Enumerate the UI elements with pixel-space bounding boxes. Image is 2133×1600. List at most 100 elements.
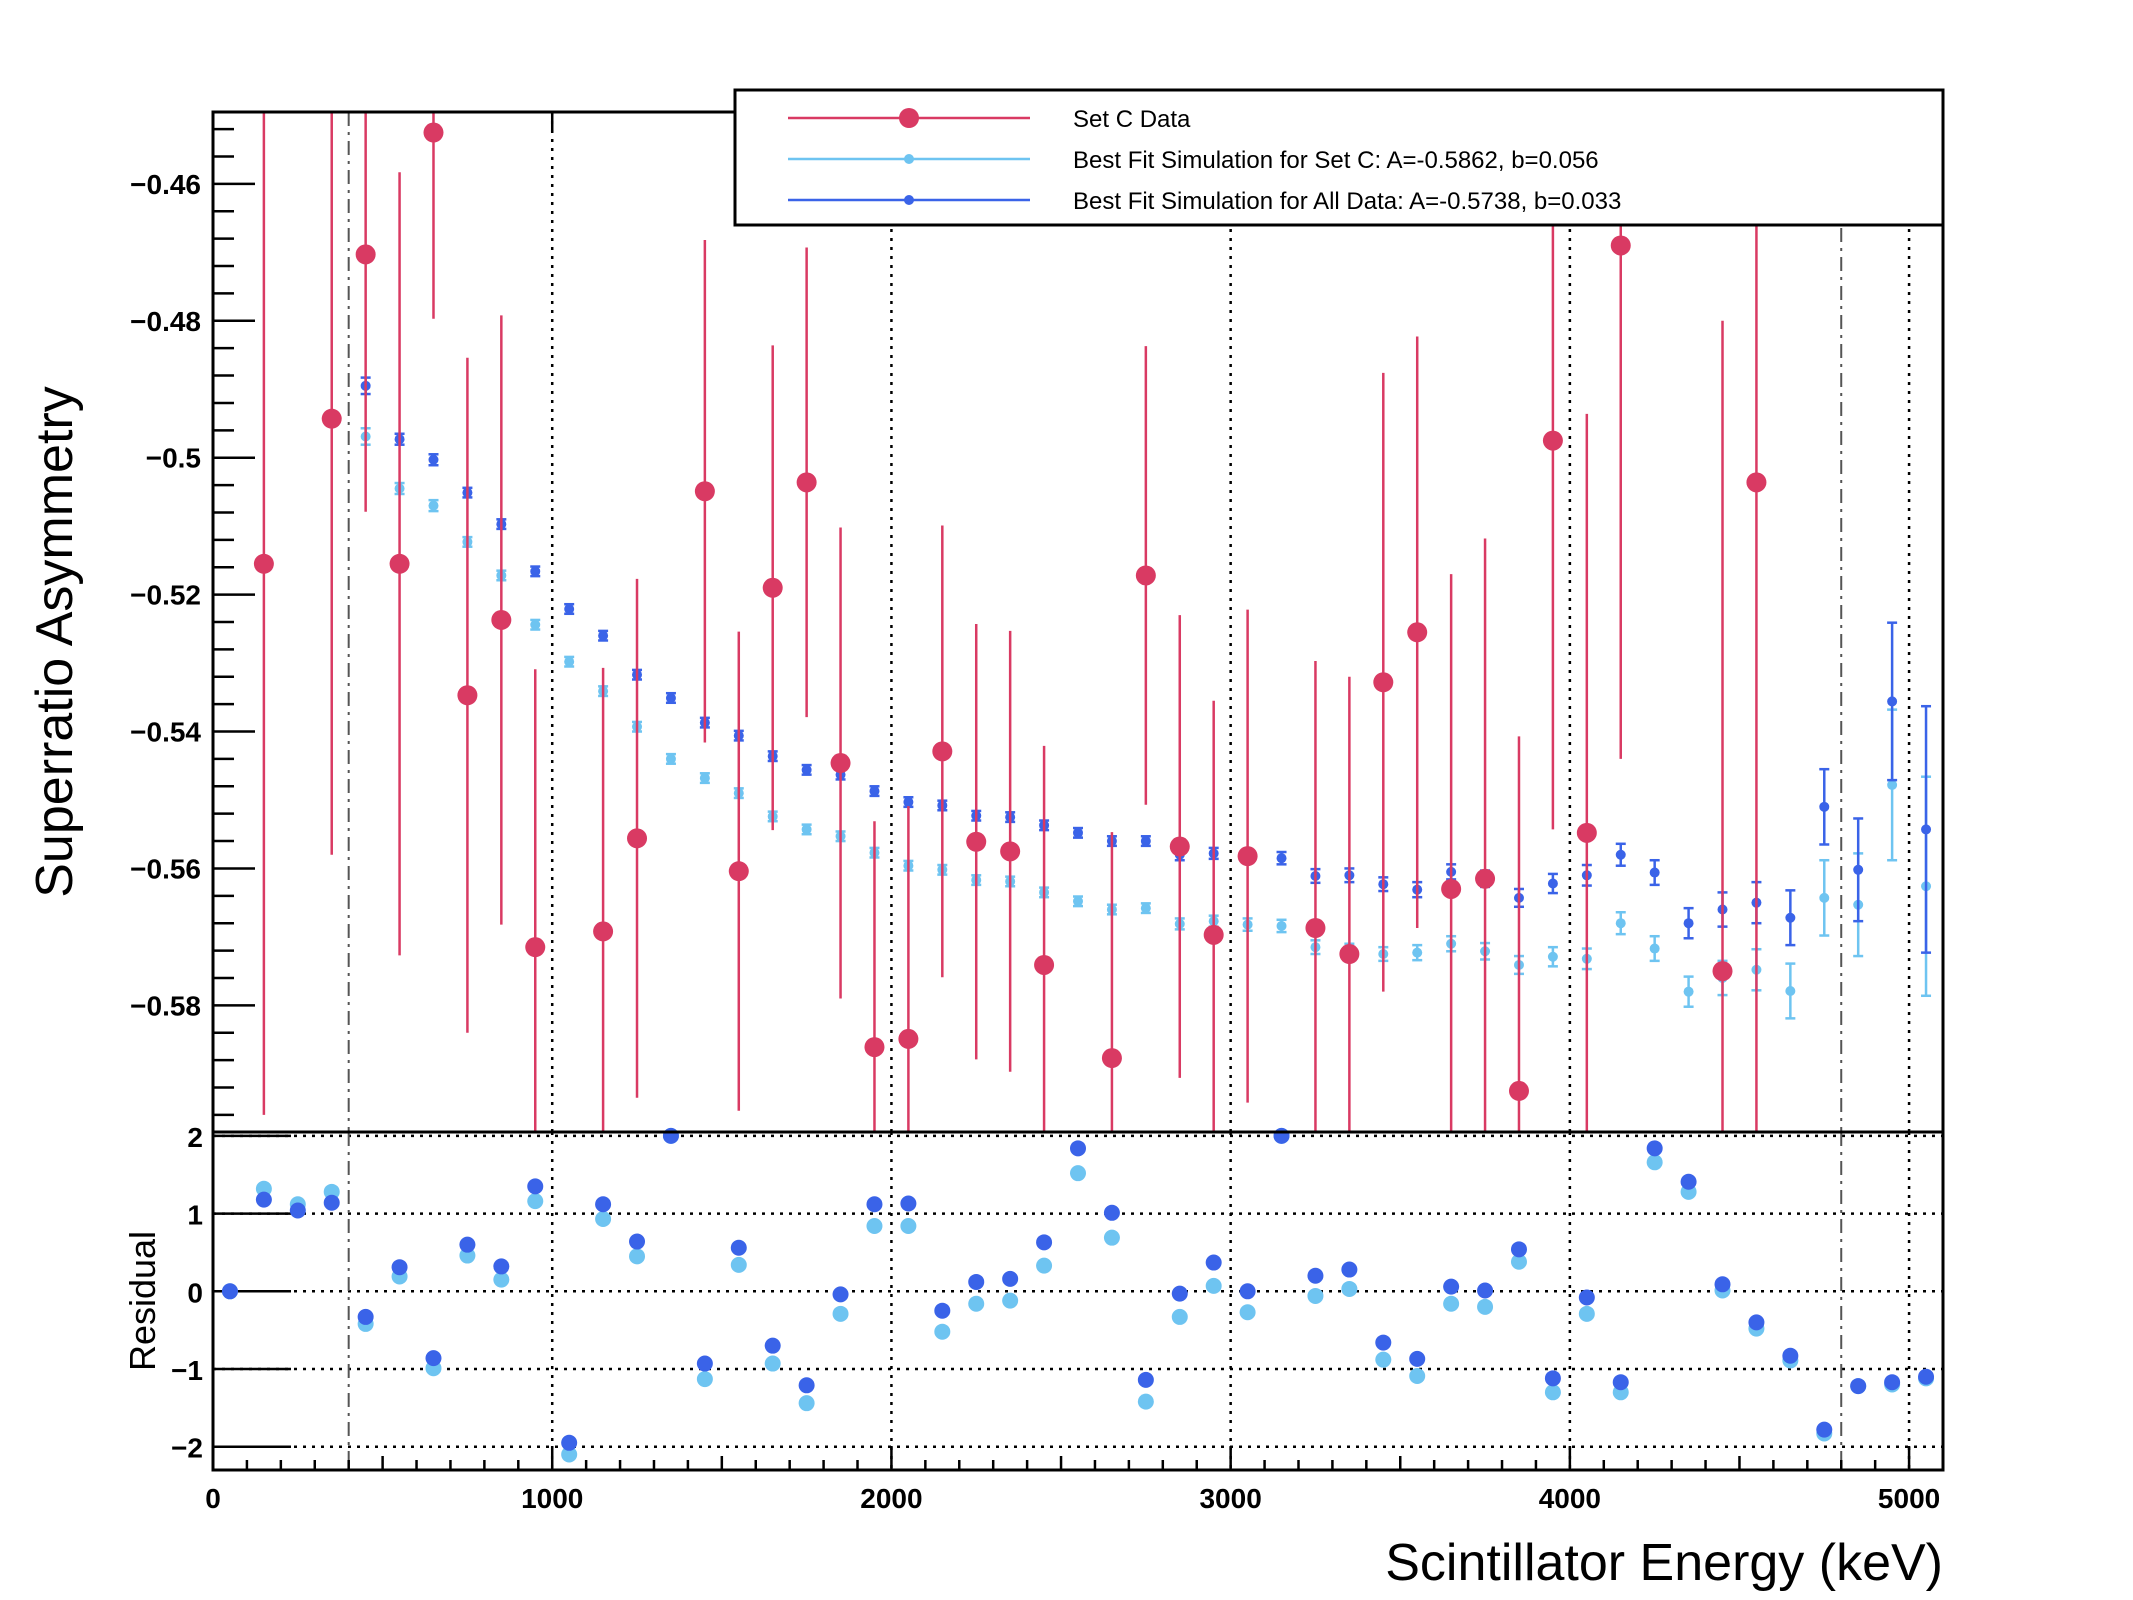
residual-point xyxy=(1409,1367,1426,1384)
legend-box xyxy=(733,88,1945,227)
residual-point xyxy=(900,1195,917,1212)
x-tick-label: 0 xyxy=(205,1483,221,1514)
data-point xyxy=(525,937,546,958)
x-tick-label: 4000 xyxy=(1539,1483,1601,1514)
residual-point xyxy=(764,1355,781,1372)
residual-point xyxy=(1477,1282,1494,1299)
data-point xyxy=(1339,944,1360,965)
data-point xyxy=(593,921,614,942)
lower-frame xyxy=(211,1130,1945,1472)
data-point xyxy=(1610,235,1631,256)
residual-point xyxy=(1137,1393,1154,1410)
lower-reference-lines xyxy=(213,1132,1943,1470)
data-point xyxy=(1101,1048,1122,1069)
residual-point xyxy=(968,1273,985,1290)
data-point xyxy=(1034,954,1055,975)
residual-point xyxy=(1036,1234,1053,1251)
data-point xyxy=(564,603,575,614)
residual-point xyxy=(798,1377,815,1394)
data-point xyxy=(1542,430,1563,451)
data-point xyxy=(694,481,715,502)
series-set-c-data xyxy=(253,112,1767,1132)
residual-y-tick-label: 2 xyxy=(187,1122,203,1153)
residual-point xyxy=(798,1395,815,1412)
data-point xyxy=(598,630,609,641)
residual-point xyxy=(1103,1204,1120,1221)
residual-point xyxy=(255,1191,272,1208)
residual-point xyxy=(866,1218,883,1235)
residual-point xyxy=(493,1258,510,1275)
data-point xyxy=(1407,622,1428,643)
data-point xyxy=(321,408,342,429)
legend-label: Set C Data xyxy=(1073,106,1191,133)
data-point xyxy=(1649,943,1660,954)
residual-point xyxy=(1171,1285,1188,1302)
x-tick-label: 1000 xyxy=(521,1483,583,1514)
residual-point xyxy=(1443,1295,1460,1312)
residual-point xyxy=(1375,1334,1392,1351)
data-point xyxy=(1683,986,1694,997)
data-point xyxy=(1615,918,1626,929)
data-point xyxy=(564,656,575,667)
residual-point xyxy=(629,1248,646,1265)
residual-point xyxy=(1680,1173,1697,1190)
residual-point xyxy=(289,1202,306,1219)
x-tick-label: 3000 xyxy=(1199,1483,1261,1514)
legend-entry: Set C Data xyxy=(788,106,1191,133)
residual-point xyxy=(730,1256,747,1273)
residual-point xyxy=(357,1308,374,1325)
data-point xyxy=(1373,672,1394,693)
legend-entry: Best Fit Simulation for Set C: A=-0.5862… xyxy=(788,147,1599,174)
residual-point xyxy=(1477,1298,1494,1315)
residual-point xyxy=(662,1127,679,1144)
residual-point xyxy=(1714,1276,1731,1293)
legend-marker xyxy=(904,195,914,205)
data-point xyxy=(1412,947,1423,958)
residual-point xyxy=(1341,1280,1358,1297)
residual-point xyxy=(1002,1292,1019,1309)
residual-point xyxy=(696,1371,713,1388)
x-tick-label: 5000 xyxy=(1878,1483,1940,1514)
residual-point xyxy=(595,1196,612,1213)
residual-point xyxy=(1816,1421,1833,1438)
residual-point xyxy=(1070,1165,1086,1182)
residual-point xyxy=(1002,1270,1019,1287)
residual-point xyxy=(1070,1140,1086,1157)
residual-point xyxy=(1510,1253,1527,1270)
data-point xyxy=(830,753,851,774)
legend-label: Best Fit Simulation for All Data: A=-0.5… xyxy=(1073,188,1621,215)
residual-series-set-c xyxy=(221,1127,1935,1463)
data-point xyxy=(1853,864,1864,875)
residual-point xyxy=(1646,1140,1663,1157)
upper-reference-lines xyxy=(347,112,1911,1132)
data-point xyxy=(1073,896,1083,907)
residual-point xyxy=(1307,1287,1324,1304)
upper-y-axis-title: Superratio Asymmetry xyxy=(26,386,84,898)
residual-point xyxy=(832,1305,849,1322)
residual-point xyxy=(391,1259,408,1276)
data-point xyxy=(1746,472,1767,493)
data-point xyxy=(1649,867,1660,878)
residual-point xyxy=(1918,1368,1935,1385)
residual-point xyxy=(1137,1371,1154,1388)
residual-series-all-data xyxy=(221,1127,1935,1451)
upper-series xyxy=(253,112,1932,1132)
data-point xyxy=(1683,918,1694,929)
data-point xyxy=(428,454,439,465)
lower-series xyxy=(221,1127,1935,1463)
lower-tick-labels: −2 −1 0 1 2 0 1000 2000 3000 4000 5000 xyxy=(171,1122,1940,1514)
data-point xyxy=(665,692,676,703)
residual-y-tick-label: 1 xyxy=(187,1200,203,1231)
residual-point xyxy=(900,1218,917,1235)
y-tick-label: −0.54 xyxy=(130,717,201,748)
residual-point xyxy=(629,1233,646,1250)
residual-point xyxy=(527,1178,544,1195)
residual-point xyxy=(696,1355,713,1372)
data-point xyxy=(932,741,953,762)
data-point xyxy=(869,786,880,797)
residual-y-tick-label: −2 xyxy=(171,1433,203,1464)
data-point xyxy=(801,824,812,835)
data-point xyxy=(1785,985,1796,996)
residual-point xyxy=(527,1193,544,1210)
residual-point xyxy=(1510,1241,1527,1258)
